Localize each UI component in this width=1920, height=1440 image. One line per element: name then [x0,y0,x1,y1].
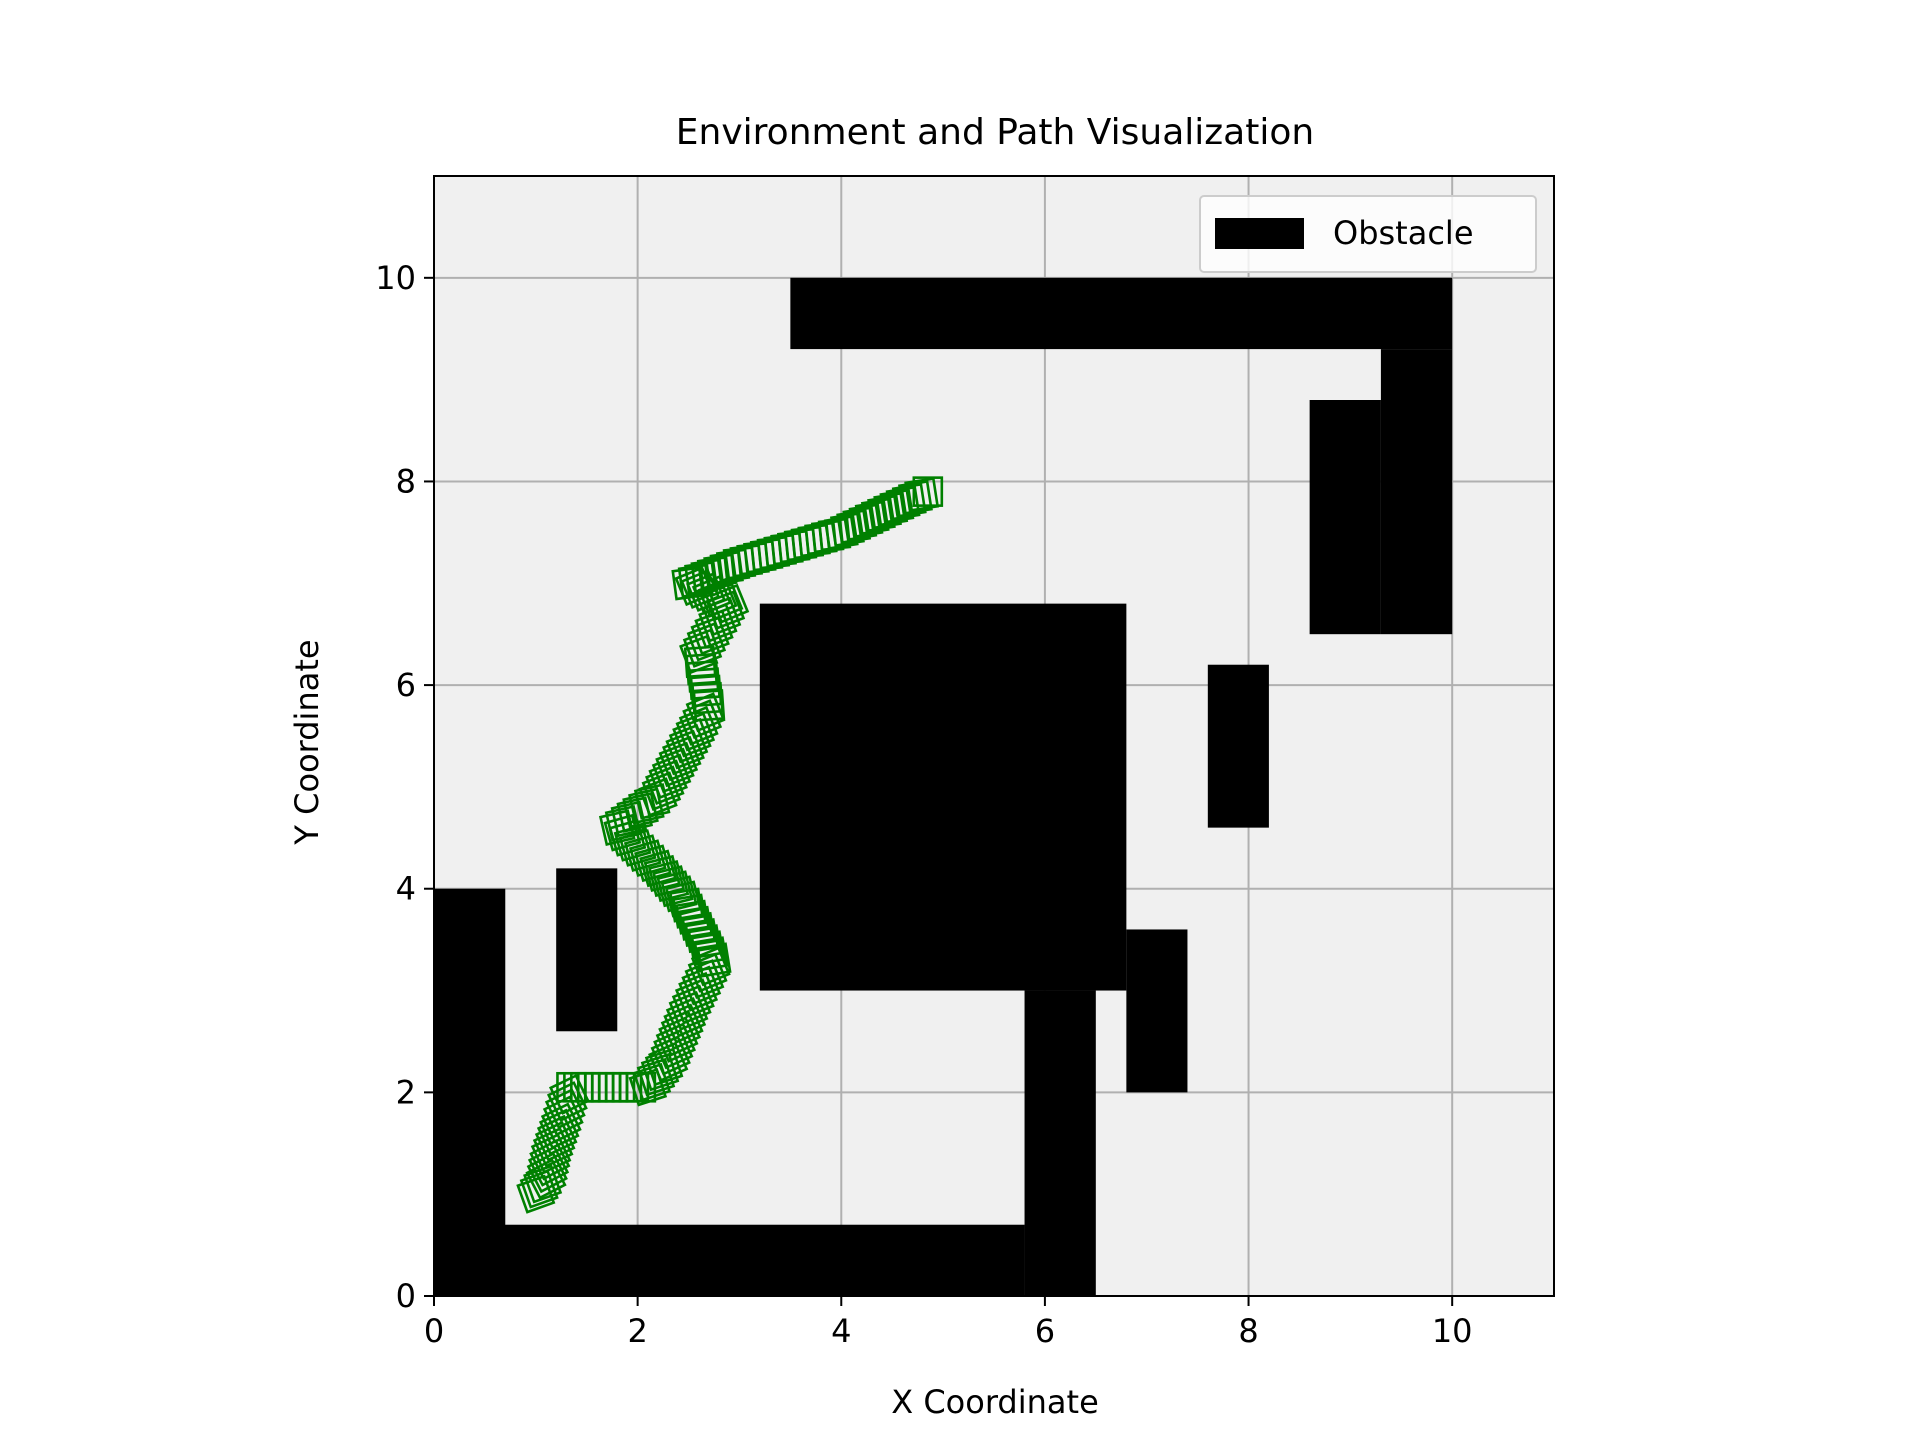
legend-box [1199,195,1537,273]
x-tick-label-3: 6 [1035,1312,1055,1350]
obstacle-5 [1126,929,1188,1093]
y-tick-label-5: 10 [375,259,416,297]
plot-frame [433,175,1555,1297]
obstacle-2 [1309,400,1381,635]
path-marker-60 [660,875,698,913]
path [516,476,944,1214]
path-marker-59 [664,880,702,918]
x-tick-label-2: 4 [831,1312,851,1350]
path-marker-61 [656,870,694,908]
path-marker-48 [690,946,731,987]
y-axis-label: Y Coordinate [288,639,326,845]
path-marker-58 [668,887,705,923]
obstacle-0 [790,277,1453,350]
obstacle-1 [1380,349,1453,635]
x-tick-label-5: 10 [1432,1312,1473,1350]
x-tick-label-4: 8 [1238,1312,1258,1350]
path-marker-153 [904,477,940,512]
obstacle-6 [1207,664,1269,828]
y-tick-label-3: 6 [396,666,416,704]
obstacles [434,277,1453,1296]
path-marker-15 [546,1081,588,1122]
obstacle-7 [556,868,618,1032]
obstacle-9 [434,1224,1025,1296]
x-tick-label-0: 0 [424,1312,444,1350]
path-marker-62 [652,865,690,903]
legend-label-obstacle: Obstacle [1333,214,1474,252]
legend-swatch-obstacle [1215,218,1304,249]
y-tick-label-0: 0 [396,1277,416,1315]
y-tick-label-2: 4 [396,870,416,908]
x-tick-label-1: 2 [627,1312,647,1350]
x-axis-label: X Coordinate [891,1383,1099,1421]
axis-ticks: 0 2 4 6 8 10 0 2 4 6 8 10 [375,259,1472,1350]
obstacle-4 [1024,990,1096,1296]
path-marker-57 [671,893,708,929]
y-tick-label-4: 8 [396,462,416,500]
legend: Obstacle [1199,195,1537,273]
obstacle-3 [759,603,1127,991]
path-marker-154 [912,476,944,507]
chart-title: Environment and Path Visualization [676,112,1314,153]
path-marker-79 [633,783,671,820]
y-tick-label-1: 2 [396,1073,416,1111]
